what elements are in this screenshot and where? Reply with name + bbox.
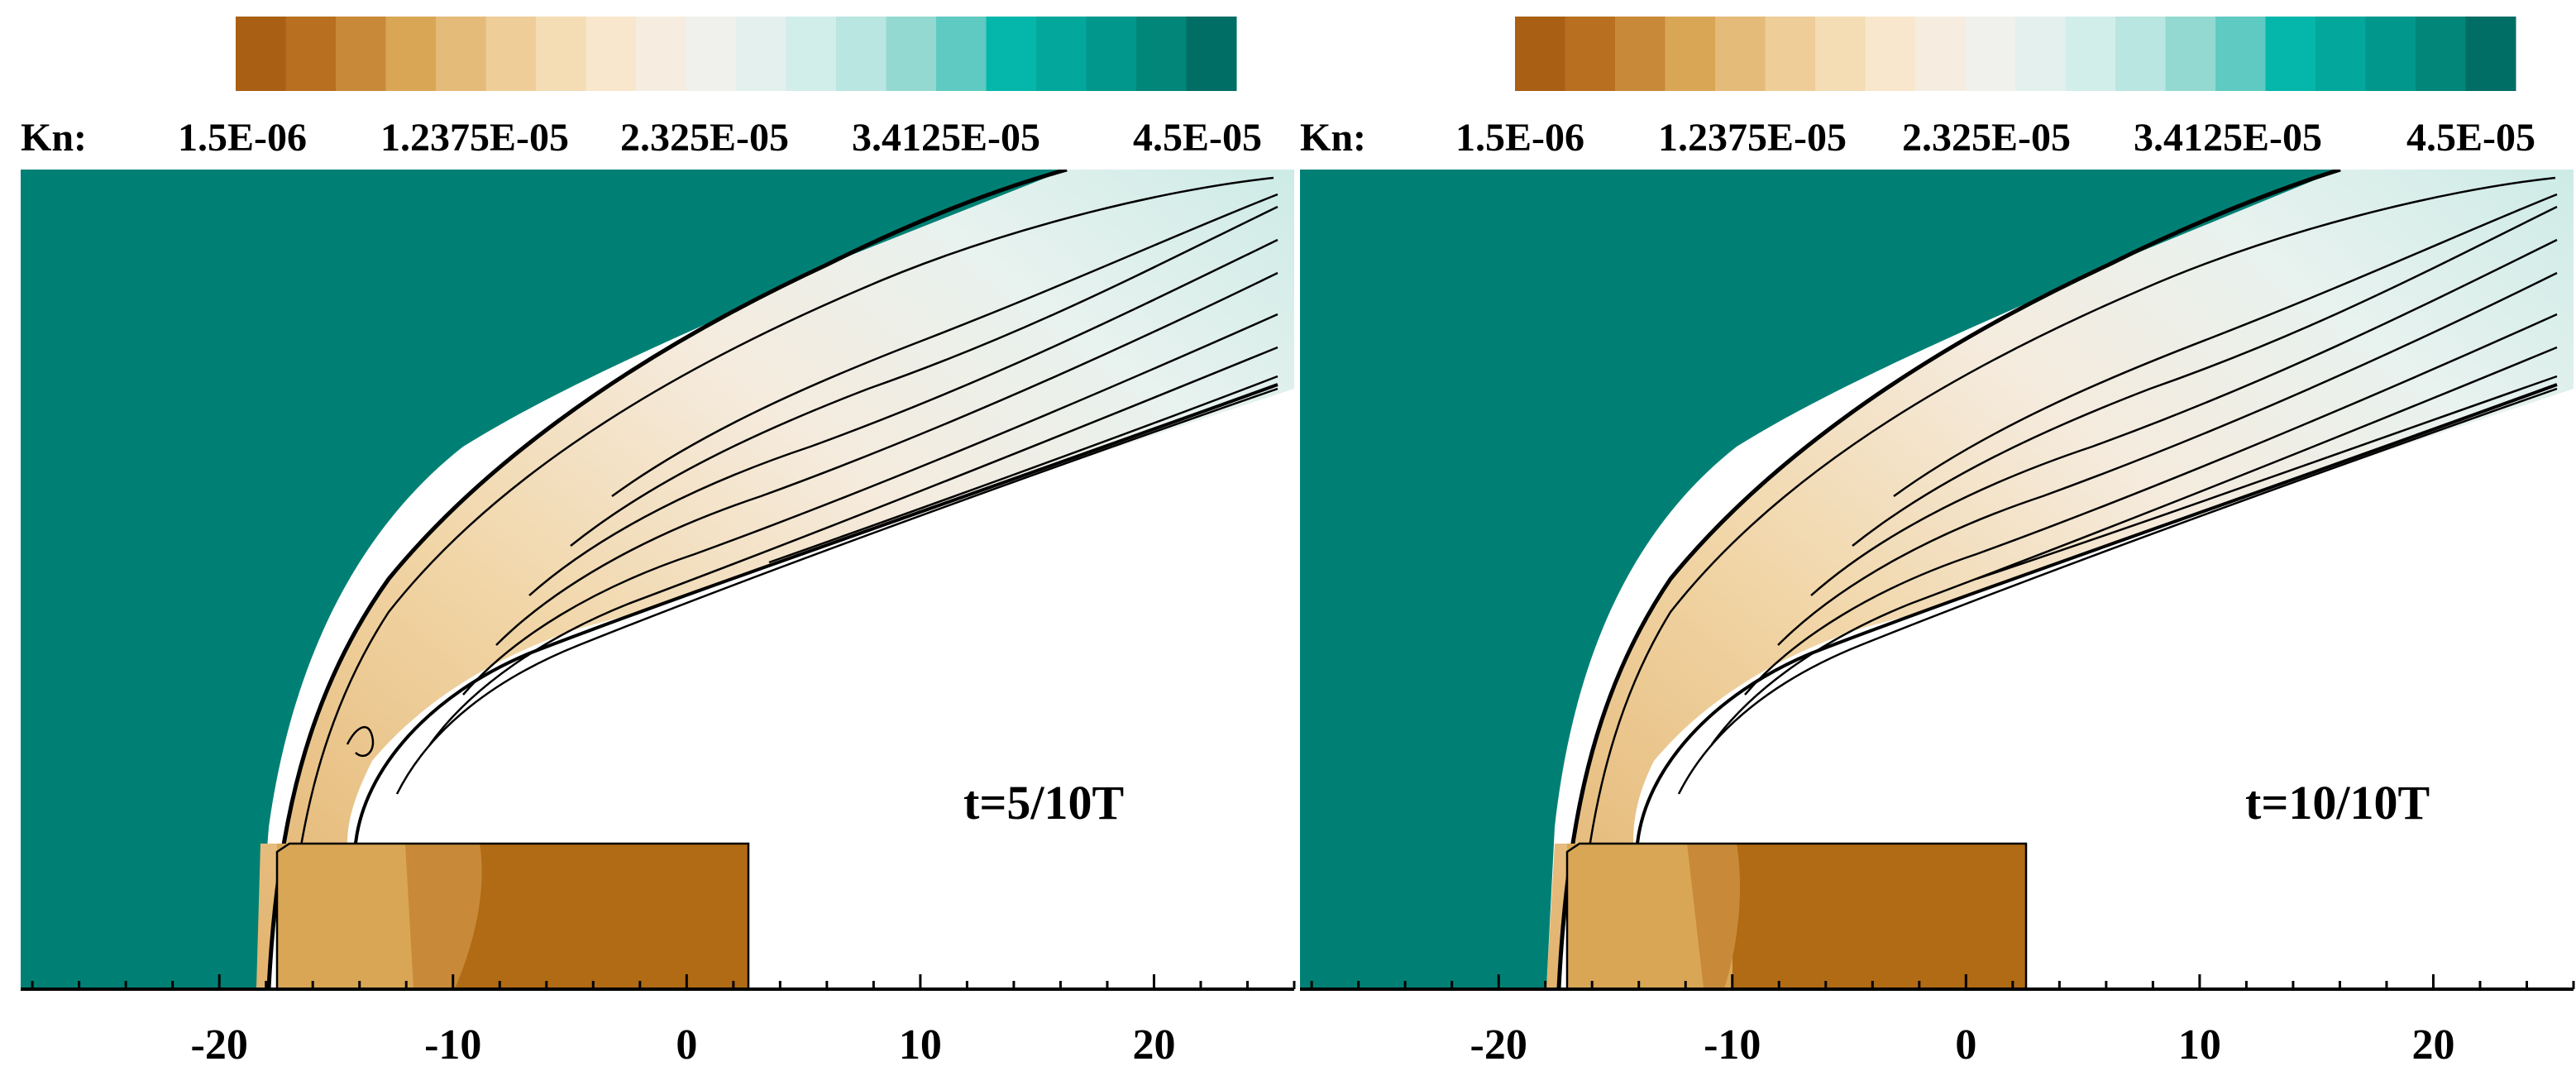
x-axis-right: -20 -10 0 10 20 (1300, 974, 2575, 1069)
colorbar-tick-label: 3.4125E-05 (2134, 116, 2322, 160)
x-axis-tick-label: -20 (1470, 1021, 1527, 1069)
colorbar-swatch (2416, 17, 2466, 91)
shock-layer (256, 170, 1294, 988)
colorbar-tick-label: 1.5E-06 (1455, 116, 1584, 160)
x-axis-tick-label: 10 (899, 1021, 942, 1069)
colorbar-swatch (1515, 17, 1565, 91)
colorbar-swatch (1815, 17, 1866, 91)
x-axis-tick-label: -10 (424, 1021, 481, 1069)
colorbar-swatch (1615, 17, 1666, 91)
colorbar-swatch (2215, 17, 2266, 91)
colorbar-tick-label: 2.325E-05 (1902, 116, 2071, 160)
colorbar-right (1515, 17, 2516, 91)
colorbar-swatch (2165, 17, 2216, 91)
x-axis-tick-label: 0 (676, 1021, 697, 1069)
contour-lines (266, 170, 1278, 988)
colorbar-swatch (2265, 17, 2316, 91)
colorbar-swatch (886, 17, 937, 91)
colorbar-swatch (686, 17, 737, 91)
colorbar-swatch (1765, 17, 1816, 91)
panel-right: Kn: 1.5E-06 1.2375E-05 2.325E-05 3.4125E… (1300, 17, 2575, 1069)
wake-region (356, 389, 1294, 988)
colorbar-tick-label: 1.2375E-05 (1658, 116, 1847, 160)
time-label-left: t=5/10T (963, 776, 1124, 830)
colorbar-swatch (2015, 17, 2066, 91)
colorbar-swatch (236, 17, 286, 91)
colorbar-ticks-left: 1.5E-06 1.2375E-05 2.325E-05 3.4125E-05 … (178, 116, 1262, 160)
x-axis-left: -20 -10 0 10 20 (21, 974, 1296, 1069)
colorbar-tick-label: 2.325E-05 (620, 116, 789, 160)
colorbar-swatch (336, 17, 386, 91)
colorbar-swatch (285, 17, 337, 91)
colorbar-swatch (1865, 17, 1916, 91)
colorbar-title-right: Kn: (1300, 116, 1366, 160)
colorbar-swatch (1715, 17, 1766, 91)
flow-field-left (21, 170, 1294, 988)
x-axis-tick-label: 0 (1955, 1021, 1976, 1069)
colorbar-swatch (436, 17, 486, 91)
x-axis-tick-label: 20 (2411, 1021, 2454, 1069)
body-outline (275, 842, 750, 988)
body-core (1732, 844, 2026, 988)
colorbar-swatch (2316, 17, 2366, 91)
shock-layer (1546, 170, 2574, 988)
colorbar-swatch (786, 17, 837, 91)
colorbar-swatch (2365, 17, 2416, 91)
colorbar-swatch (1965, 17, 2016, 91)
colorbar-tick-label: 1.2375E-05 (380, 116, 569, 160)
colorbar-swatch (1665, 17, 1716, 91)
colorbar-swatch (2065, 17, 2116, 91)
colorbar-swatch (1036, 17, 1087, 91)
colorbar-swatch (1915, 17, 1966, 91)
colorbar-swatch (585, 17, 637, 91)
x-axis-tick-label: -20 (191, 1021, 248, 1069)
colorbar-swatch (1186, 17, 1237, 91)
colorbar-tick-label: 3.4125E-05 (852, 116, 1040, 160)
body-inner-layer (1687, 844, 1741, 988)
colorbar-swatch (485, 17, 537, 91)
colorbar-tick-label: 4.5E-05 (2406, 116, 2535, 160)
x-axis-tick-label: 20 (1132, 1021, 1175, 1069)
colorbar-swatch (936, 17, 987, 91)
colorbar-swatch (2115, 17, 2166, 91)
wake-region (1637, 389, 2574, 988)
colorbar-swatch (1136, 17, 1187, 91)
colorbar-swatch (536, 17, 586, 91)
colorbar-swatch (736, 17, 786, 91)
colorbar-left (236, 17, 1237, 91)
body-inner-layer (405, 844, 482, 988)
colorbar-swatch (636, 17, 686, 91)
body-core (430, 844, 748, 988)
colorbar-swatch (836, 17, 887, 91)
x-axis-tick-label: -10 (1704, 1021, 1761, 1069)
contour-lines (1556, 170, 2558, 988)
x-axis-tick-label: 10 (2178, 1021, 2221, 1069)
colorbar-swatch (385, 17, 437, 91)
colorbar-tick-label: 4.5E-05 (1133, 116, 1262, 160)
colorbar-swatch (1086, 17, 1137, 91)
colorbar-swatch (986, 17, 1037, 91)
colorbar-swatch (1565, 17, 1616, 91)
flow-field-right (1300, 170, 2574, 988)
freestream-region (21, 170, 1067, 988)
time-label-right: t=10/10T (2245, 776, 2430, 830)
colorbar-swatch (2465, 17, 2516, 91)
panel-left: Kn: 1.5E-06 1.2375E-05 2.325E-05 3.4125E… (21, 17, 1296, 1069)
colorbar-tick-label: 1.5E-06 (178, 116, 307, 160)
body-outline (1565, 842, 2028, 988)
colorbar-ticks-right: 1.5E-06 1.2375E-05 2.325E-05 3.4125E-05 … (1455, 116, 2535, 160)
colorbar-title-left: Kn: (21, 116, 87, 160)
freestream-region (1300, 170, 2340, 988)
